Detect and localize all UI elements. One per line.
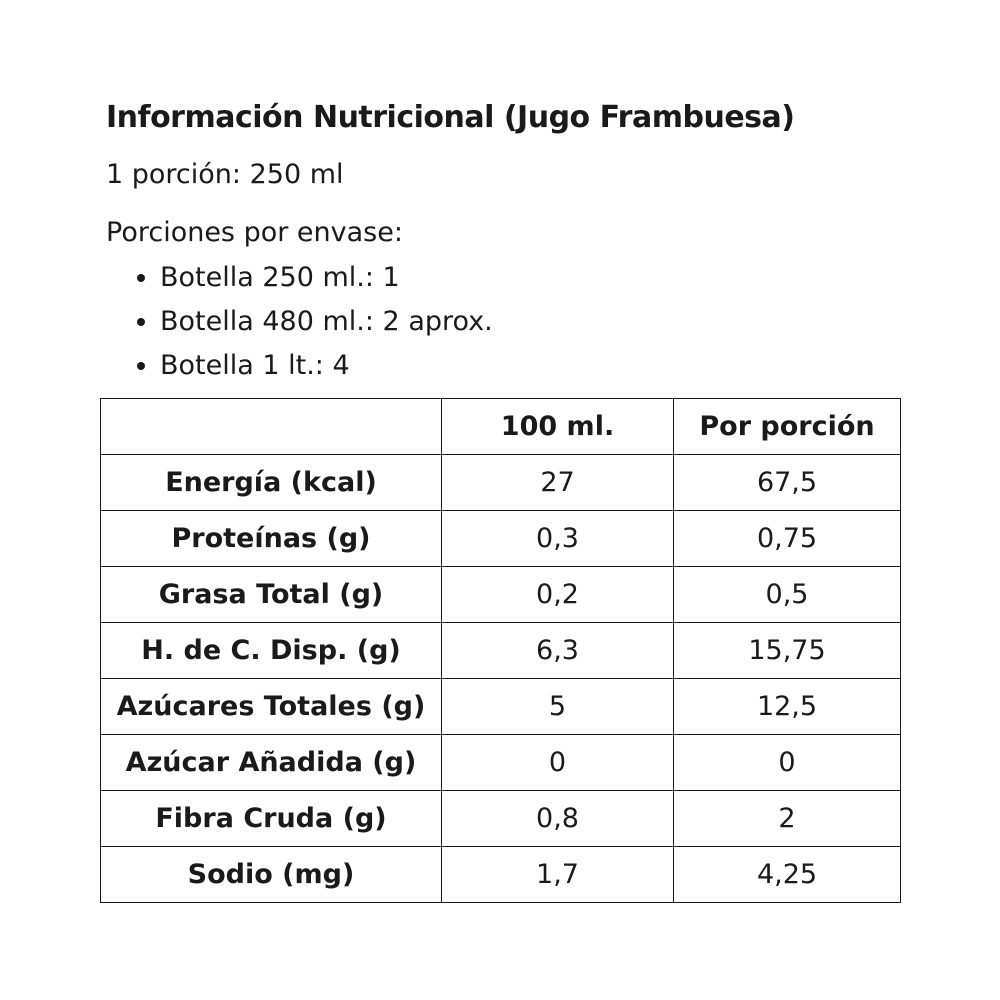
- table-row: H. de C. Disp. (g) 6,3 15,75: [100, 622, 901, 679]
- nutrient-label: Azúcares Totales (g): [100, 678, 442, 735]
- value-per-100ml: 0: [441, 734, 674, 791]
- value-per-portion: 15,75: [673, 622, 901, 679]
- page-title: Información Nutricional (Jugo Frambuesa): [106, 100, 795, 135]
- nutrition-table: 100 ml. Por porción Energía (kcal) 27 67…: [100, 398, 901, 903]
- nutrition-info-header: Información Nutricional (Jugo Frambuesa)…: [106, 96, 906, 388]
- value-per-portion: 0,5: [673, 566, 901, 623]
- nutrient-label: Proteínas (g): [100, 510, 442, 567]
- table-row: Proteínas (g) 0,3 0,75: [100, 510, 901, 567]
- value-per-portion: 4,25: [673, 846, 901, 903]
- value-per-100ml: 27: [441, 454, 674, 511]
- table-row: Azúcares Totales (g) 5 12,5: [100, 678, 901, 735]
- table-row: Sodio (mg) 1,7 4,25: [100, 846, 901, 903]
- value-per-100ml: 1,7: [441, 846, 674, 903]
- value-per-100ml: 6,3: [441, 622, 674, 679]
- value-per-portion: 2: [673, 790, 901, 847]
- portions-label: Porciones por envase:: [106, 217, 403, 248]
- header-empty-cell: [100, 398, 442, 455]
- nutrient-label: Energía (kcal): [100, 454, 442, 511]
- header-per-portion: Por porción: [673, 398, 901, 455]
- table-header-row: 100 ml. Por porción: [100, 398, 901, 455]
- nutrient-label: Grasa Total (g): [100, 566, 442, 623]
- nutrient-label: H. de C. Disp. (g): [100, 622, 442, 679]
- portions-list: Botella 250 ml.: 1 Botella 480 ml.: 2 ap…: [106, 256, 906, 388]
- value-per-portion: 0,75: [673, 510, 901, 567]
- value-per-100ml: 0,3: [441, 510, 674, 567]
- portion-item: Botella 1 lt.: 4: [160, 344, 906, 388]
- value-per-portion: 0: [673, 734, 901, 791]
- nutrient-label: Sodio (mg): [100, 846, 442, 903]
- header-per-100ml: 100 ml.: [441, 398, 674, 455]
- table-row: Fibra Cruda (g) 0,8 2: [100, 790, 901, 847]
- nutrient-label: Fibra Cruda (g): [100, 790, 442, 847]
- table-row: Azúcar Añadida (g) 0 0: [100, 734, 901, 791]
- value-per-100ml: 0,8: [441, 790, 674, 847]
- portion-item: Botella 250 ml.: 1: [160, 256, 906, 300]
- value-per-portion: 67,5: [673, 454, 901, 511]
- serving-size: 1 porción: 250 ml: [106, 159, 344, 190]
- portion-item: Botella 480 ml.: 2 aprox.: [160, 300, 906, 344]
- table-row: Grasa Total (g) 0,2 0,5: [100, 566, 901, 623]
- table-row: Energía (kcal) 27 67,5: [100, 454, 901, 511]
- value-per-100ml: 5: [441, 678, 674, 735]
- nutrient-label: Azúcar Añadida (g): [100, 734, 442, 791]
- value-per-portion: 12,5: [673, 678, 901, 735]
- value-per-100ml: 0,2: [441, 566, 674, 623]
